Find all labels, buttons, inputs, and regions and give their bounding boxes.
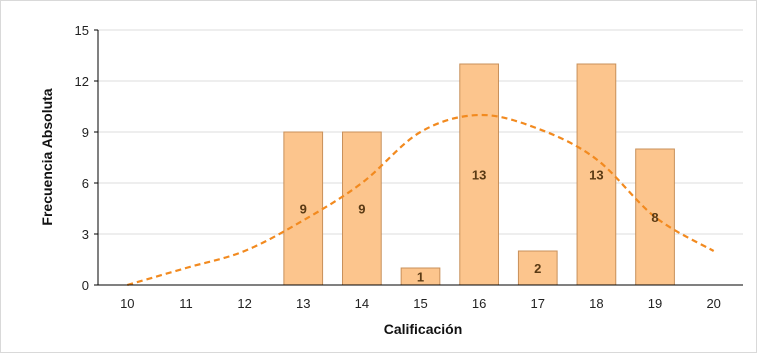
y-tick-label-12: 12: [75, 74, 89, 89]
x-tick-label-11: 11: [179, 296, 193, 311]
trend-curve-line: [127, 113, 715, 287]
y-axis-title: Frecuencia Absoluta: [39, 88, 55, 225]
bars-group: [283, 63, 675, 286]
y-tick-label-6: 6: [82, 176, 89, 191]
y-tick-label-15: 15: [75, 23, 89, 38]
data-label-18: 13: [589, 168, 603, 183]
data-label-14: 9: [358, 202, 365, 217]
x-tick-label-17: 17: [531, 296, 545, 311]
x-tick-label-12: 12: [237, 296, 251, 311]
x-tick-labels: 10 11 12 13 14 15 16 17 18 19 20: [120, 296, 721, 311]
x-tick-label-16: 16: [472, 296, 486, 311]
data-label-15: 1: [417, 270, 424, 285]
data-label-16: 13: [472, 168, 486, 183]
bar-14: [342, 131, 382, 286]
y-tick-label-3: 3: [82, 227, 89, 242]
x-tick-label-19: 19: [648, 296, 662, 311]
y-tick-label-0: 0: [82, 278, 89, 293]
data-label-13: 9: [300, 202, 307, 217]
x-axis-title: Calificación: [384, 321, 463, 337]
y-tick-label-9: 9: [82, 125, 89, 140]
data-label-17: 2: [534, 261, 541, 276]
trend-curve-group: [127, 113, 715, 287]
x-tick-label-13: 13: [296, 296, 310, 311]
axes-group: [94, 29, 743, 286]
bar-data-labels: 9 9 1 13 2 13 8: [300, 168, 659, 285]
x-tick-label-20: 20: [706, 296, 720, 311]
x-tick-label-14: 14: [355, 296, 369, 311]
y-tick-labels: 0 3 6 9 12 15: [75, 23, 89, 293]
x-tick-label-10: 10: [120, 296, 134, 311]
data-label-19: 8: [651, 210, 658, 225]
x-tick-label-15: 15: [413, 296, 427, 311]
x-tick-label-18: 18: [589, 296, 603, 311]
bar-19: [635, 148, 675, 286]
